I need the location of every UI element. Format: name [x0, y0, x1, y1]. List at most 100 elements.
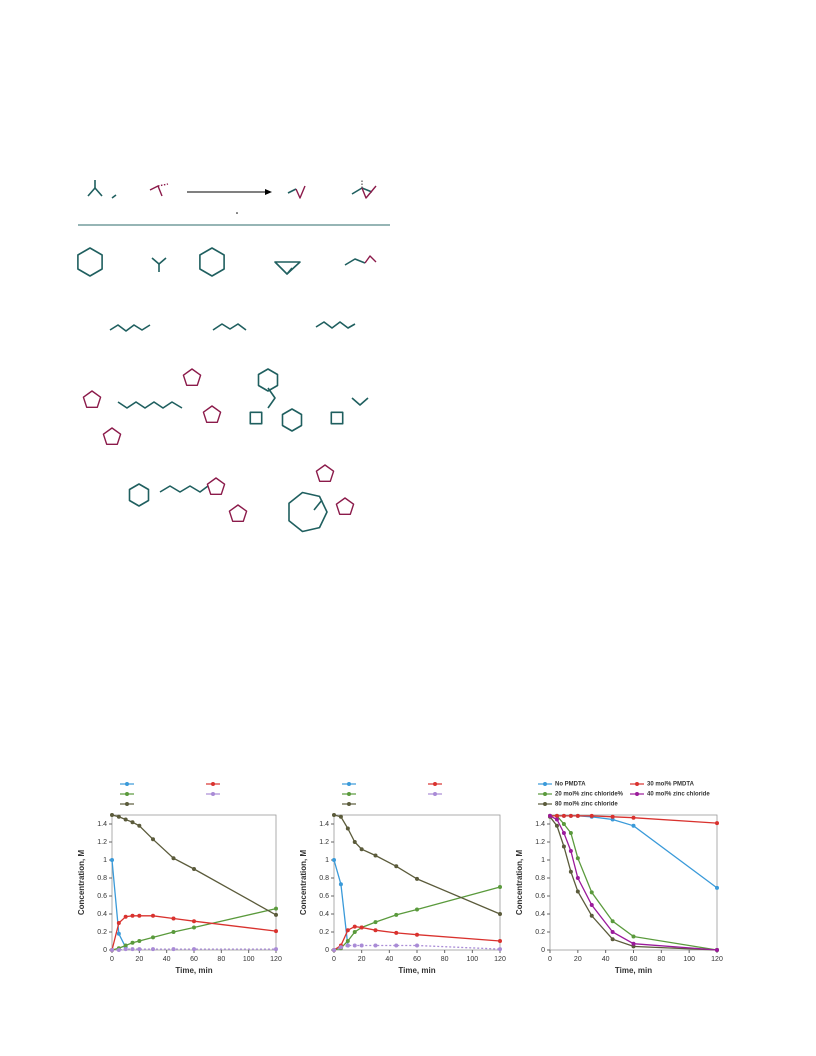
y-tick-label: 1 — [325, 857, 329, 864]
data-point — [274, 912, 278, 917]
x-axis-title: Time, min — [615, 966, 652, 975]
data-point — [123, 914, 128, 919]
x-axis-title: Time, min — [175, 966, 212, 975]
data-point — [498, 947, 502, 952]
data-point — [192, 919, 196, 924]
y-tick-label: 1 — [541, 857, 545, 864]
data-point — [561, 813, 566, 818]
reaction-scheme — [77, 180, 390, 533]
data-point — [610, 919, 615, 924]
structure — [287, 188, 297, 194]
data-point — [151, 837, 155, 842]
y-axis-title: Concentration, M — [515, 850, 524, 916]
data-point — [352, 943, 357, 948]
legend-marker — [543, 802, 547, 806]
x-tick-label: 20 — [135, 956, 143, 963]
data-point — [338, 945, 343, 950]
legend-label: No PMDTA — [555, 782, 586, 788]
y-axis-title: Concentration, M — [299, 850, 308, 916]
ring — [257, 368, 279, 392]
structure — [274, 261, 301, 275]
data-point — [373, 920, 378, 925]
data-point — [171, 947, 176, 952]
data-point — [561, 831, 566, 835]
data-point — [274, 929, 278, 934]
y-tick-label: 0.4 — [97, 911, 107, 918]
ring — [281, 408, 303, 432]
data-point — [345, 939, 350, 943]
data-point — [610, 930, 615, 934]
chart: 0 0.2 0.4 0.6 0.8 1 1.2 1.4 0 20 40 60 80 100 120 Time,… — [515, 782, 723, 976]
ring — [315, 464, 335, 482]
series-line — [112, 948, 276, 951]
data-point — [110, 858, 114, 862]
data-point — [554, 813, 559, 818]
legend-marker — [347, 792, 351, 796]
structure — [109, 324, 151, 332]
data-point — [715, 821, 719, 826]
data-point — [498, 912, 502, 916]
x-tick-label: 80 — [657, 956, 665, 963]
data-point — [116, 931, 121, 936]
data-point — [171, 930, 176, 934]
y-tick-label: 1.4 — [97, 821, 107, 828]
data-point — [352, 930, 357, 934]
data-point — [332, 858, 336, 862]
data-point — [415, 943, 419, 948]
x-tick-label: 20 — [574, 956, 582, 963]
data-point — [589, 890, 594, 895]
x-tick-label: 0 — [548, 956, 552, 963]
y-tick-label: 1.4 — [319, 821, 329, 828]
data-point — [192, 947, 196, 952]
structure — [117, 401, 183, 409]
data-point — [192, 867, 196, 871]
y-tick-label: 0.4 — [535, 911, 545, 918]
data-point — [130, 820, 135, 825]
legend-marker — [635, 792, 639, 796]
data-point — [345, 943, 350, 948]
data-point — [130, 947, 135, 952]
structure — [361, 185, 377, 199]
data-point — [116, 948, 121, 952]
structure — [87, 187, 103, 197]
x-tick-label: 120 — [270, 956, 282, 963]
data-point — [415, 876, 419, 881]
data-point — [394, 930, 399, 935]
ring — [228, 504, 248, 522]
y-tick-label: 0.2 — [97, 929, 107, 936]
data-point — [610, 814, 615, 819]
x-tick-label: 0 — [110, 956, 114, 963]
ring — [102, 427, 122, 445]
legend-label: 40 mol% zinc chloride — [647, 792, 710, 798]
data-point — [110, 813, 114, 817]
y-axis-title: Concentration, M — [77, 850, 86, 916]
data-point — [137, 913, 142, 918]
data-point — [631, 934, 636, 939]
data-point — [589, 913, 594, 918]
x-tick-label: 0 — [332, 956, 336, 963]
data-point — [568, 831, 573, 835]
x-tick-label: 80 — [217, 956, 225, 963]
data-point — [274, 906, 278, 911]
legend-marker — [433, 792, 437, 796]
data-point — [394, 864, 399, 869]
data-point — [568, 849, 573, 853]
x-tick-label: 60 — [413, 956, 421, 963]
data-point — [123, 947, 128, 952]
ring — [288, 491, 328, 533]
dot — [236, 212, 238, 214]
y-tick-label: 1.2 — [319, 839, 329, 846]
arrowhead — [265, 189, 272, 195]
x-tick-label: 20 — [358, 956, 366, 963]
data-point — [137, 947, 142, 952]
ring — [330, 411, 344, 425]
ring — [335, 497, 355, 515]
structure — [212, 323, 247, 331]
series-line — [549, 816, 718, 951]
structure — [149, 185, 163, 197]
data-point — [192, 925, 196, 930]
y-tick-label: 0 — [325, 947, 329, 954]
data-point — [151, 935, 155, 940]
